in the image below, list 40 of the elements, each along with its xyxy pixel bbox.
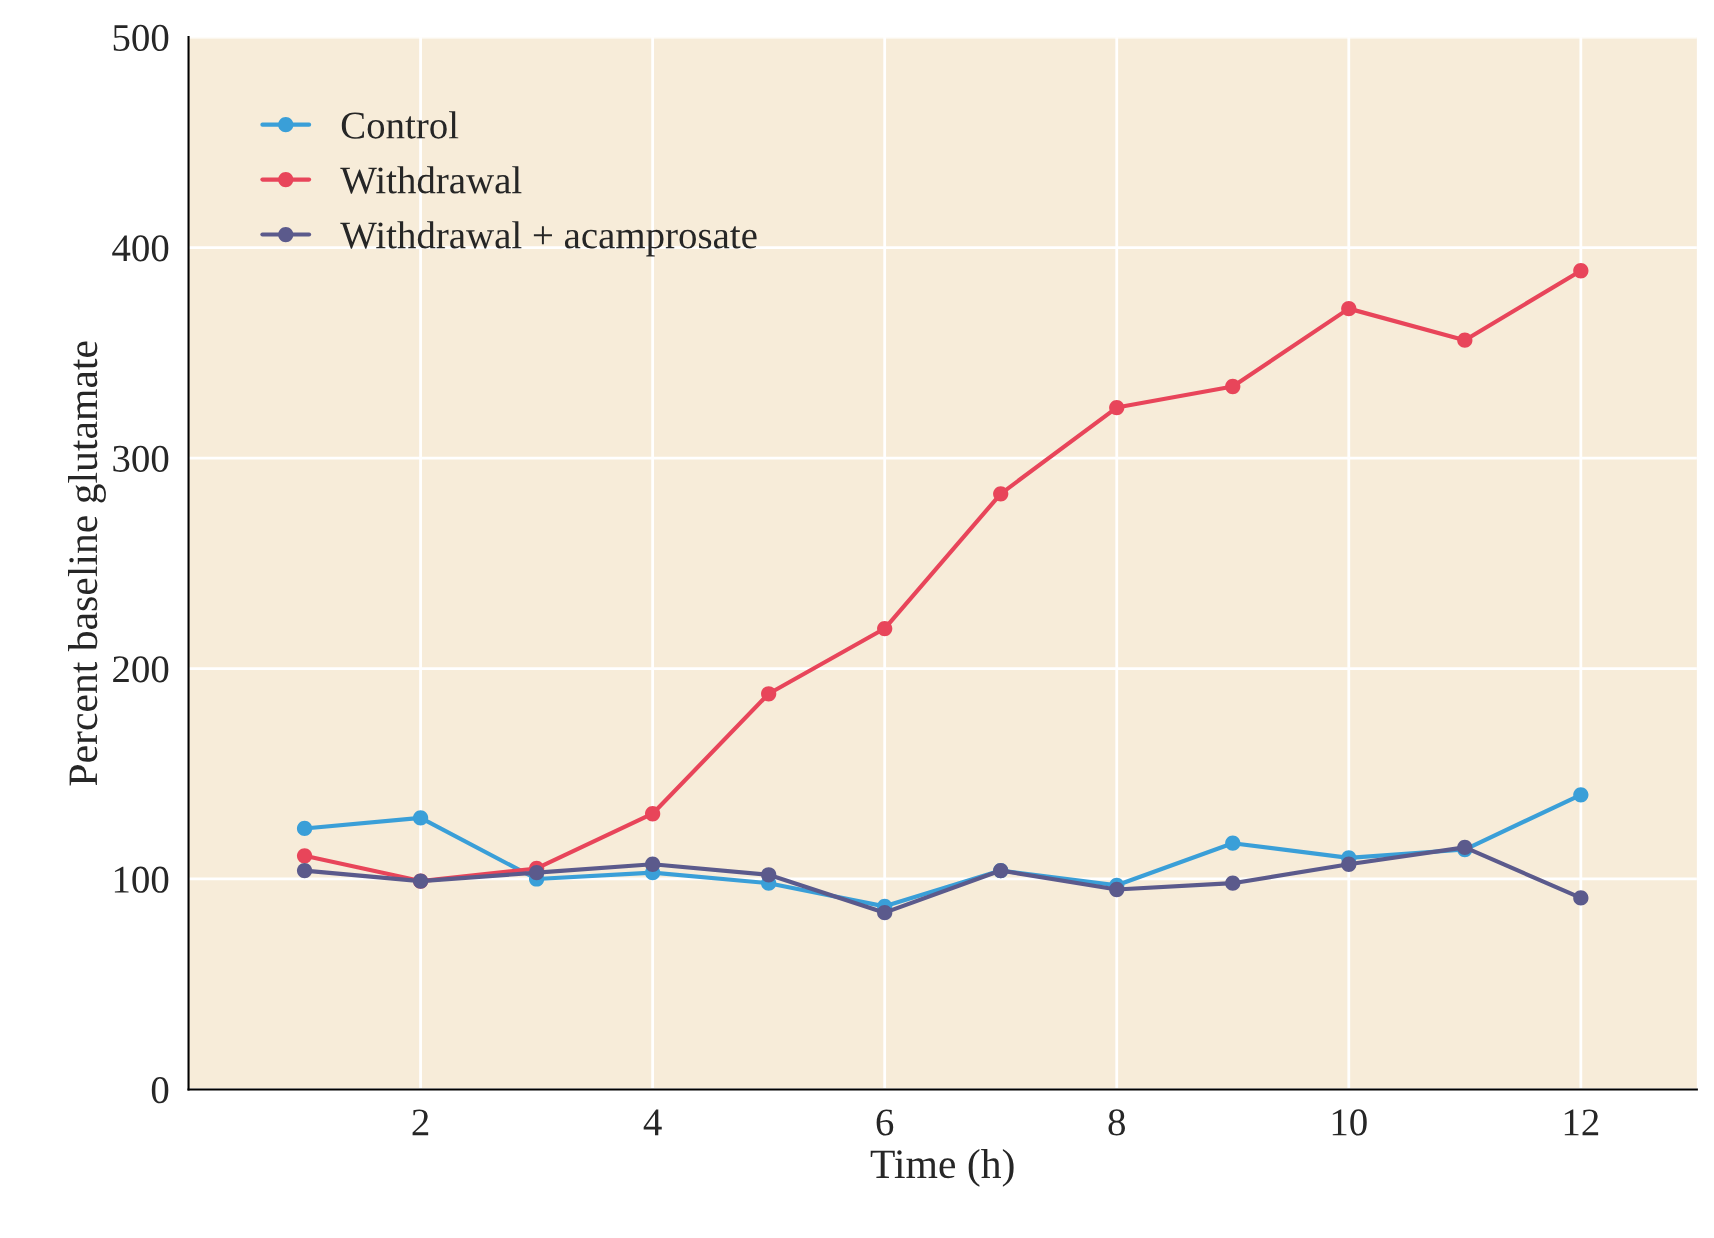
x-tick-label: 2 [412,1109,429,1136]
point [296,848,313,864]
y-tick-label: 0 [151,1077,169,1104]
y-tick-label: 300 [113,445,169,472]
y-tick-label: 200 [113,656,169,683]
point [1225,378,1241,395]
point [1573,787,1589,803]
point [877,620,893,637]
y-tick-label: 500 [113,24,169,52]
point [645,806,661,822]
y-axis-title: Percent baseline glutamate [68,341,106,786]
point [993,486,1009,502]
y-tick-label: 100 [114,866,169,893]
point [1225,875,1241,891]
point [1457,332,1473,348]
point [1109,881,1125,898]
point [1225,835,1241,851]
point [1341,300,1357,317]
point [877,905,893,921]
point [1573,890,1589,906]
x-tick-label: 10 [1332,1109,1367,1136]
x-axis-title: Time (h) [870,1149,1014,1187]
point [645,856,661,872]
x-tick-label: 12 [1564,1109,1599,1136]
point [528,865,545,881]
point [761,867,777,883]
point [1573,263,1589,279]
point [761,686,777,702]
legend-label: Withdrawal + acamprosate [340,221,757,257]
point [412,810,429,826]
y-tick-label: 400 [112,235,169,262]
point [296,862,313,879]
legend-label: Withdrawal [340,166,522,194]
legend-label: Control [341,111,459,139]
point [1341,856,1357,872]
x-tick-label: 8 [1108,1109,1125,1136]
x-tick-label: 4 [643,1109,662,1136]
point [296,820,313,837]
x-tick-label: 6 [876,1109,894,1136]
point [1109,399,1125,416]
